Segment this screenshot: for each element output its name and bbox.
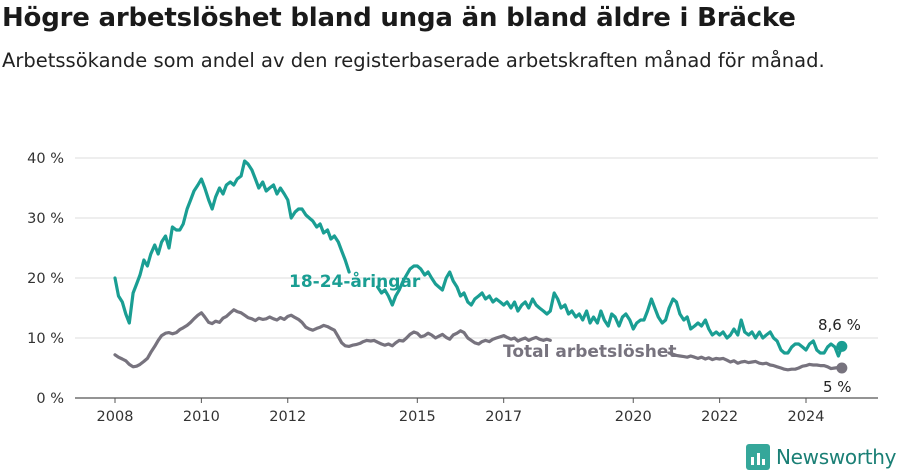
x-tick-label: 2015: [399, 409, 436, 425]
x-axis: 2008 2010 2012 2015 2017 2020 2022 2024: [97, 398, 825, 425]
end-point-total: [836, 362, 848, 374]
series-line-youth: [113, 159, 844, 358]
series-label-total: Total arbetslöshet: [503, 342, 677, 362]
end-point-youth: [836, 340, 848, 352]
y-axis-ticks: 0 % 10 % 20 % 30 % 40 %: [27, 151, 64, 407]
newsworthy-logo-icon: [746, 444, 770, 470]
x-tick-label: 2024: [788, 409, 825, 425]
series-labels: 18-24-åringar Total arbetslöshet 8,6 % 5…: [289, 270, 861, 396]
x-tick-label: 2008: [97, 409, 134, 425]
gridlines: [75, 157, 878, 399]
series-line-total: [113, 308, 844, 372]
x-tick-label: 2012: [269, 409, 306, 425]
y-tick-label: 30 %: [27, 211, 64, 227]
chart-title: Högre arbetslöshet bland unga än bland ä…: [2, 3, 796, 33]
y-tick-label: 40 %: [27, 151, 64, 167]
series-label-youth: 18-24-åringar: [289, 270, 421, 292]
x-tick-label: 2022: [701, 409, 738, 425]
x-tick-label: 2010: [183, 409, 220, 425]
chart-subtitle: Arbetssökande som andel av den registerb…: [2, 49, 825, 72]
y-tick-label: 10 %: [27, 331, 64, 347]
y-tick-label: 20 %: [27, 271, 64, 287]
x-tick-label: 2020: [615, 409, 652, 425]
x-tick-label: 2017: [485, 409, 522, 425]
brand-logo: Newsworthy: [746, 443, 897, 471]
brand-name: Newsworthy: [776, 445, 897, 469]
y-tick-label: 0 %: [36, 391, 64, 407]
end-label-youth: 8,6 %: [818, 316, 861, 334]
series-lines: [113, 159, 848, 374]
end-label-total: 5 %: [823, 378, 852, 396]
